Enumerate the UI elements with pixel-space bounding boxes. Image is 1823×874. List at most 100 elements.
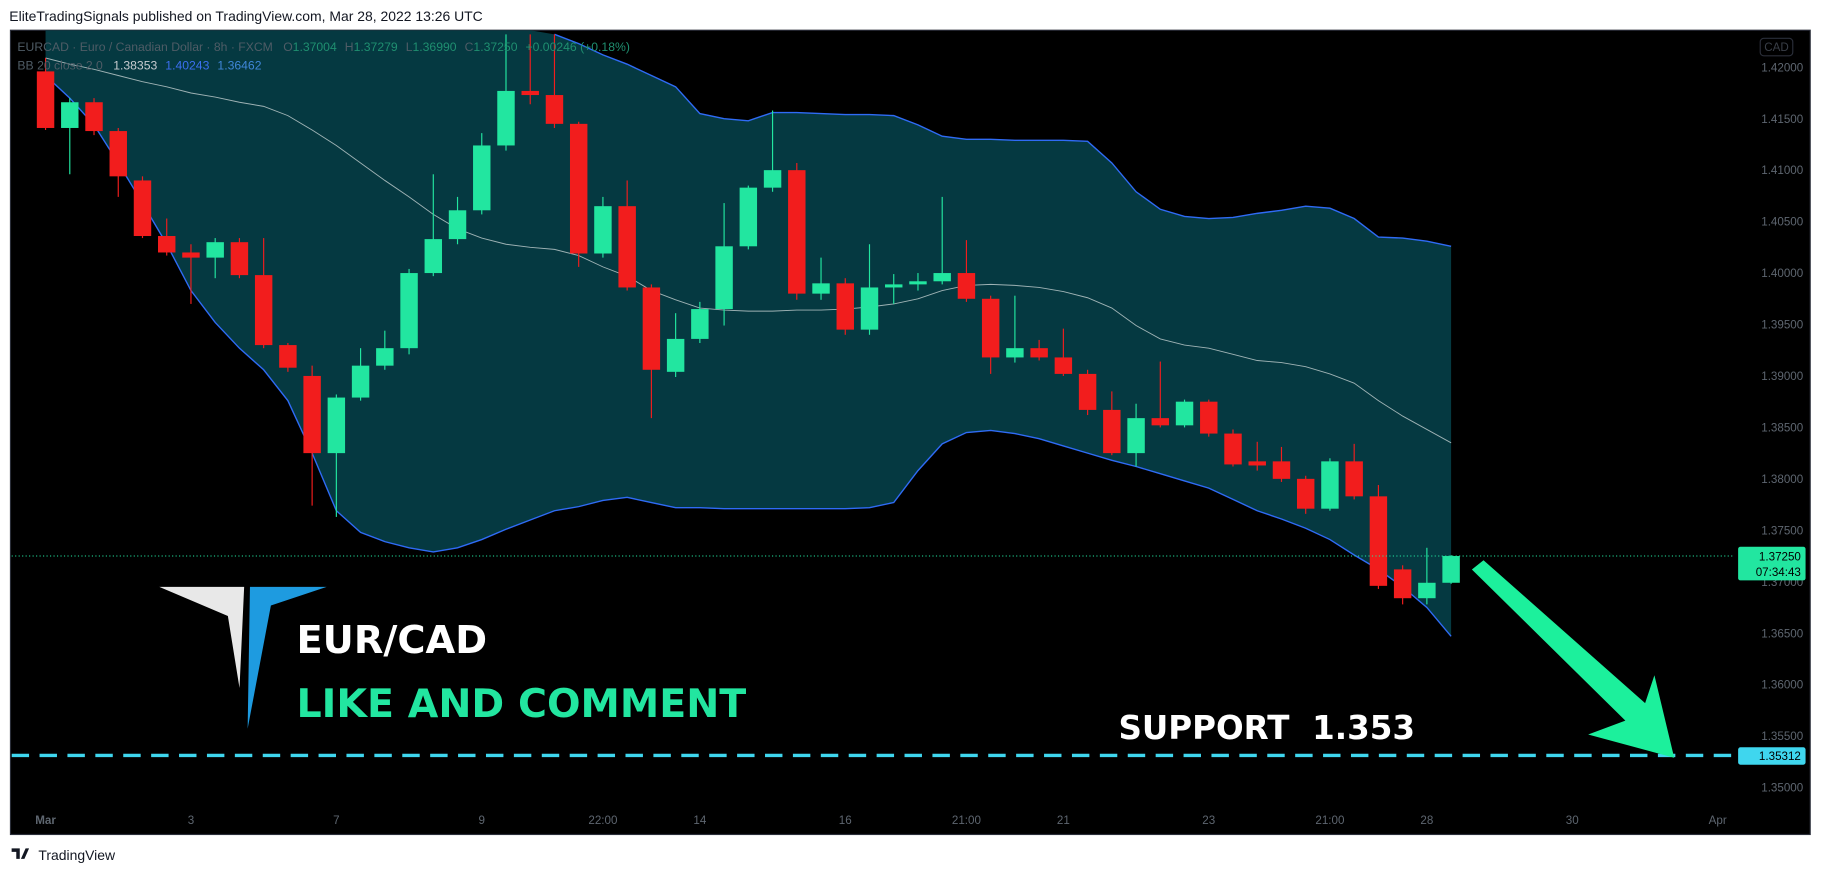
- overlay: EURCAD · Euro / Canadian Dollar · 8h · F…: [17, 37, 1794, 758]
- y-tick-label: 1.35500: [1761, 730, 1803, 743]
- x-tick-label: 16: [839, 814, 852, 827]
- candle-body: [957, 273, 976, 299]
- candle-body: [473, 145, 491, 211]
- candle-body: [981, 298, 1000, 358]
- candle-body: [691, 309, 709, 339]
- x-tick-label: 14: [693, 814, 706, 827]
- candle-body: [860, 287, 879, 330]
- change: +0.00246 (+0.18%): [526, 40, 630, 54]
- y-tick-label: 1.38000: [1761, 473, 1803, 486]
- x-tick-label: 28: [1420, 814, 1433, 827]
- candle-body: [1151, 418, 1170, 426]
- footer-brand: TradingView: [38, 847, 116, 863]
- basis-band: [45, 57, 1452, 444]
- x-tick-label: 3: [188, 814, 194, 827]
- indicator-legend: BB 20 close 2 0 1.38353 1.40243 1.36462: [17, 59, 261, 73]
- footer: TradingView: [11, 847, 116, 863]
- ohlc-key: L: [406, 40, 413, 54]
- candle-body: [1296, 478, 1315, 509]
- candle-body: [909, 281, 927, 285]
- candle-body: [1393, 569, 1412, 599]
- x-tick-label: 7: [333, 814, 339, 827]
- x-tick-label: 30: [1566, 814, 1579, 827]
- candle-body: [230, 242, 249, 276]
- candle-body: [521, 90, 539, 96]
- support-annotation: SUPPORT 1.353: [1118, 709, 1415, 747]
- candle-body: [788, 170, 806, 294]
- down-arrow: [1471, 560, 1675, 758]
- candle-body: [400, 273, 418, 349]
- candle-body: [254, 275, 273, 346]
- candle-body: [642, 287, 661, 370]
- band-fill: [45, 30, 1452, 637]
- footer-logo: [11, 848, 30, 859]
- candle-body: [739, 187, 758, 247]
- candle-body: [666, 338, 685, 372]
- indicator-value: 1.38353: [113, 59, 157, 73]
- candle-body: [715, 246, 733, 310]
- candle-body: [1345, 461, 1363, 497]
- candle-body: [885, 284, 903, 288]
- indicator-name: BB 20 close 2 0: [17, 59, 103, 73]
- candle-body: [497, 90, 515, 146]
- plot-area: [11, 30, 1735, 758]
- x-tick-label: 21:00: [952, 814, 981, 827]
- candle-body: [85, 102, 103, 132]
- y-tick-label: 1.37500: [1761, 524, 1803, 537]
- ohlc-value: 1.36990: [412, 40, 456, 54]
- y-tick-label: 1.38500: [1761, 421, 1803, 434]
- call-annotation: LIKE AND COMMENT: [296, 681, 746, 727]
- ohlc-key: H: [345, 40, 354, 54]
- x-tick-label: 22:00: [588, 814, 617, 827]
- candle-body: [1418, 582, 1436, 599]
- candle-body: [61, 102, 79, 128]
- candle-body: [1006, 348, 1024, 358]
- y-tick-label: 1.36500: [1761, 627, 1803, 640]
- candle-body: [594, 206, 612, 254]
- x-tick-label: Apr: [1709, 814, 1727, 827]
- candle-body: [763, 170, 782, 188]
- candle-body: [376, 348, 394, 366]
- y-tick-label: 1.42000: [1761, 61, 1803, 74]
- last-price-box: [1738, 546, 1806, 581]
- candle-body: [618, 206, 636, 288]
- currency: CAD: [1764, 41, 1789, 54]
- indicator-value: 1.36462: [217, 59, 261, 73]
- currency-box: [1759, 37, 1794, 57]
- candle-body: [836, 283, 854, 330]
- candle-body: [1224, 433, 1242, 465]
- candle-body: [1248, 461, 1266, 466]
- y-tick-label: 1.35000: [1761, 782, 1803, 795]
- candle-body: [133, 180, 152, 237]
- ohlc-key: C: [465, 40, 474, 54]
- candle-body: [1442, 556, 1460, 583]
- support-box: [1738, 747, 1806, 765]
- candle-body: [448, 210, 467, 240]
- candle-body: [1200, 401, 1218, 434]
- candle-body: [303, 375, 321, 454]
- y-tick-label: 1.41000: [1761, 164, 1803, 177]
- logo-blue: [247, 586, 327, 729]
- x-tick-label: 21:00: [1315, 814, 1344, 827]
- y-tick-label: 1.41500: [1761, 113, 1803, 126]
- candle-body: [158, 236, 176, 253]
- upper-band: [554, 33, 1452, 247]
- y-tick-label: 1.39000: [1761, 370, 1803, 383]
- publish-header: EliteTradingSignals published on Trading…: [9, 8, 482, 24]
- countdown: 07:34:43: [1756, 566, 1801, 579]
- candle-body: [109, 131, 127, 177]
- candle-body: [569, 123, 588, 254]
- symbol-legend: EURCAD · Euro / Canadian Dollar · 8h · F…: [17, 40, 629, 54]
- candle-body: [1272, 461, 1291, 479]
- last-price-label: 1.37250: [1759, 551, 1801, 564]
- y-tick-label: 1.40000: [1761, 267, 1803, 280]
- candle-body: [279, 345, 297, 368]
- support-label: 1.35312: [1759, 750, 1801, 763]
- x-tick-label: 23: [1202, 814, 1215, 827]
- candle-body: [1030, 348, 1048, 358]
- pair-annotation: EUR/CAD: [296, 618, 487, 663]
- candle-body: [36, 71, 55, 128]
- ohlc-value: 1.37250: [473, 40, 517, 54]
- candle-body: [933, 273, 951, 282]
